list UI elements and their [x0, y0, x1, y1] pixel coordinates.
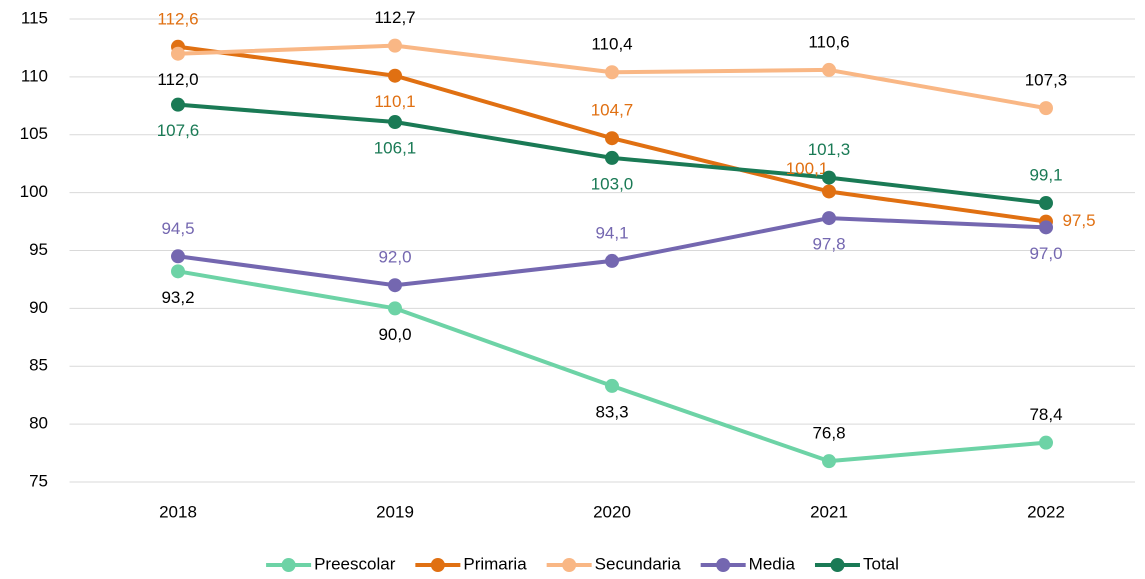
legend-item: Preescolar [266, 554, 396, 573]
data-label: 112,7 [374, 8, 415, 27]
point [822, 454, 836, 469]
data-label: 90,0 [378, 325, 411, 344]
data-label: 94,5 [161, 219, 194, 238]
y-tick-label: 105 [20, 124, 48, 143]
point [822, 211, 836, 226]
legend-label: Media [749, 554, 796, 573]
y-tick-label: 115 [21, 8, 48, 27]
y-tick-label: 80 [29, 414, 48, 433]
data-label: 101,3 [808, 140, 851, 159]
point [605, 378, 619, 393]
data-label: 110,1 [374, 92, 415, 111]
point [1039, 101, 1053, 116]
data-label: 104,7 [591, 101, 634, 120]
x-tick-label: 2020 [593, 502, 631, 521]
point [822, 170, 836, 185]
point [388, 115, 402, 130]
point [388, 301, 402, 316]
point [1039, 220, 1053, 235]
y-tick-label: 95 [29, 240, 48, 259]
x-tick-label: 2018 [159, 502, 197, 521]
legend-marker [562, 558, 577, 572]
data-label: 93,2 [161, 288, 194, 307]
x-tick-label: 2022 [1027, 502, 1065, 521]
legend-marker [716, 558, 731, 572]
data-label: 110,4 [591, 35, 632, 54]
data-label: 103,0 [591, 174, 634, 193]
x-tick-label: 2021 [810, 502, 848, 521]
y-tick-label: 90 [29, 298, 48, 317]
point [171, 249, 185, 264]
point [605, 131, 619, 146]
point [171, 97, 185, 112]
point [388, 278, 402, 293]
data-label: 97,5 [1062, 211, 1095, 230]
data-label: 76,8 [812, 424, 845, 443]
data-label: 107,6 [157, 121, 200, 140]
y-tick-label: 85 [29, 356, 48, 375]
point [605, 65, 619, 80]
data-label: 94,1 [595, 223, 628, 242]
legend-label: Preescolar [314, 554, 396, 573]
x-tick-label: 2019 [376, 502, 414, 521]
legend-marker [830, 558, 845, 572]
point [1039, 435, 1053, 450]
point [388, 38, 402, 53]
point [171, 46, 185, 61]
data-label: 100,1 [786, 159, 829, 178]
legend-label: Total [863, 554, 899, 573]
legend-item: Secundaria [546, 554, 682, 573]
y-tick-label: 100 [20, 182, 48, 201]
data-label: 99,1 [1029, 166, 1062, 185]
data-label: 83,3 [595, 402, 628, 421]
data-label: 110,6 [808, 32, 849, 51]
point [1039, 196, 1053, 211]
legend-item: Media [700, 554, 796, 573]
legend-marker [281, 558, 296, 572]
data-label: 112,6 [157, 9, 198, 28]
legend-label: Secundaria [595, 554, 682, 573]
point [822, 62, 836, 77]
legend-label: Primaria [463, 554, 527, 573]
point [388, 68, 402, 83]
legend-marker [430, 558, 445, 572]
data-label: 97,0 [1029, 244, 1062, 263]
point [605, 253, 619, 268]
y-tick-label: 110 [21, 66, 48, 85]
legend-item: Primaria [415, 554, 527, 573]
data-label: 92,0 [378, 248, 411, 267]
point [171, 264, 185, 279]
data-label: 97,8 [812, 235, 845, 254]
data-label: 112,0 [157, 70, 198, 89]
point [605, 150, 619, 165]
data-label: 107,3 [1025, 71, 1068, 90]
point [822, 184, 836, 199]
data-label: 78,4 [1029, 405, 1062, 424]
data-label: 106,1 [374, 139, 417, 158]
legend-item: Total [814, 554, 899, 573]
y-tick-label: 75 [29, 471, 48, 490]
